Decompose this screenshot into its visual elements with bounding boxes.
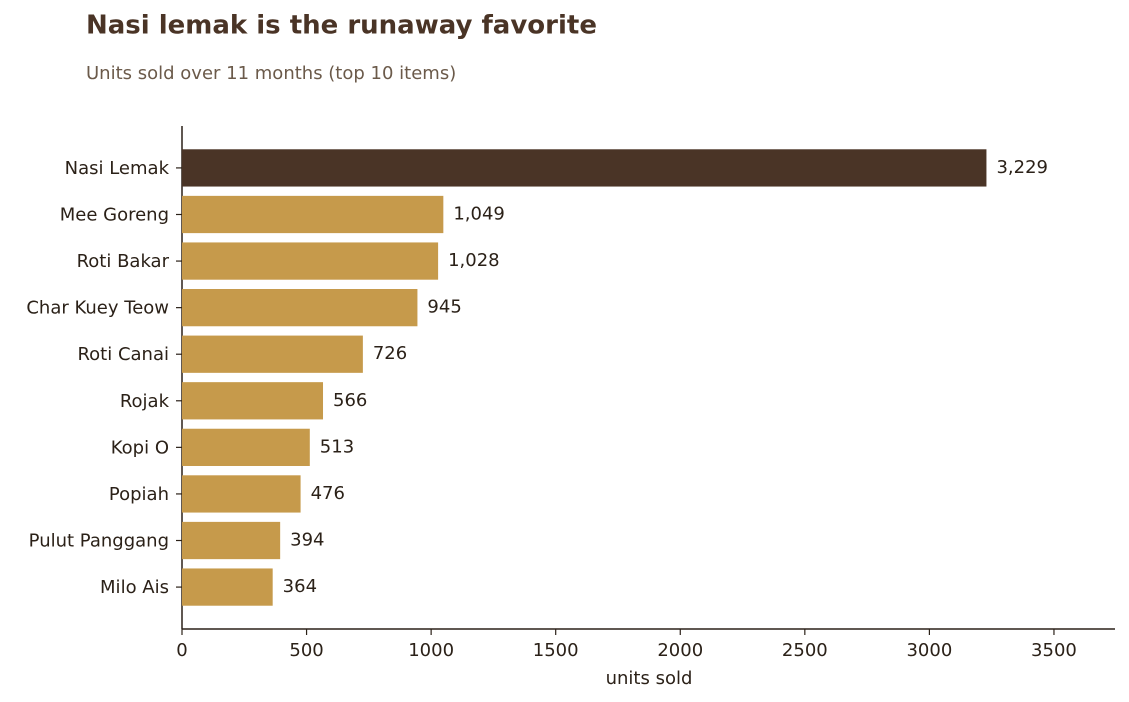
y-tick-label: Pulut Panggang <box>29 531 169 552</box>
value-label: 394 <box>290 530 324 551</box>
y-tick-label: Mee Goreng <box>60 204 169 225</box>
y-tick-label: Roti Bakar <box>77 251 170 272</box>
y-tick-label: Nasi Lemak <box>65 158 170 179</box>
chart-title: Nasi lemak is the runaway favorite <box>86 11 597 41</box>
bar <box>182 289 418 327</box>
y-tick-label: Roti Canai <box>77 344 169 365</box>
x-tick-label: 3000 <box>906 640 952 661</box>
value-label: 513 <box>320 436 354 457</box>
value-label: 945 <box>427 297 461 318</box>
value-label: 476 <box>311 483 345 504</box>
bar <box>182 428 310 466</box>
value-label: 1,049 <box>453 203 505 224</box>
x-tick-label: 0 <box>176 640 187 661</box>
x-axis-label: units sold <box>606 668 693 689</box>
y-tick-label: Kopi O <box>111 437 169 458</box>
y-tick-label: Popiah <box>109 484 169 505</box>
chart-subtitle: Units sold over 11 months (top 10 items) <box>86 63 456 84</box>
bar <box>182 521 281 560</box>
y-tick-label: Char Kuey Teow <box>26 298 169 319</box>
value-label: 726 <box>373 343 407 364</box>
y-tick-label: Milo Ais <box>100 577 169 598</box>
bar <box>182 382 324 420</box>
bar <box>182 335 363 373</box>
x-tick-label: 3500 <box>1031 640 1077 661</box>
bar <box>182 475 301 513</box>
x-tick-label: 2500 <box>782 640 828 661</box>
bar <box>182 242 439 280</box>
value-label: 566 <box>333 390 367 411</box>
y-tick-label: Rojak <box>120 391 170 412</box>
value-label: 364 <box>283 576 317 597</box>
value-label: 1,028 <box>448 250 500 271</box>
bar <box>182 568 273 606</box>
x-tick-label: 500 <box>289 640 323 661</box>
x-tick-label: 1500 <box>533 640 579 661</box>
x-tick-label: 1000 <box>408 640 454 661</box>
value-label: 3,229 <box>996 157 1048 178</box>
bar <box>182 195 444 234</box>
x-tick-label: 2000 <box>657 640 703 661</box>
bar <box>182 149 987 187</box>
